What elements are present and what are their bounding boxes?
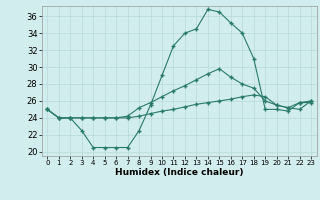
X-axis label: Humidex (Indice chaleur): Humidex (Indice chaleur)	[115, 168, 244, 177]
